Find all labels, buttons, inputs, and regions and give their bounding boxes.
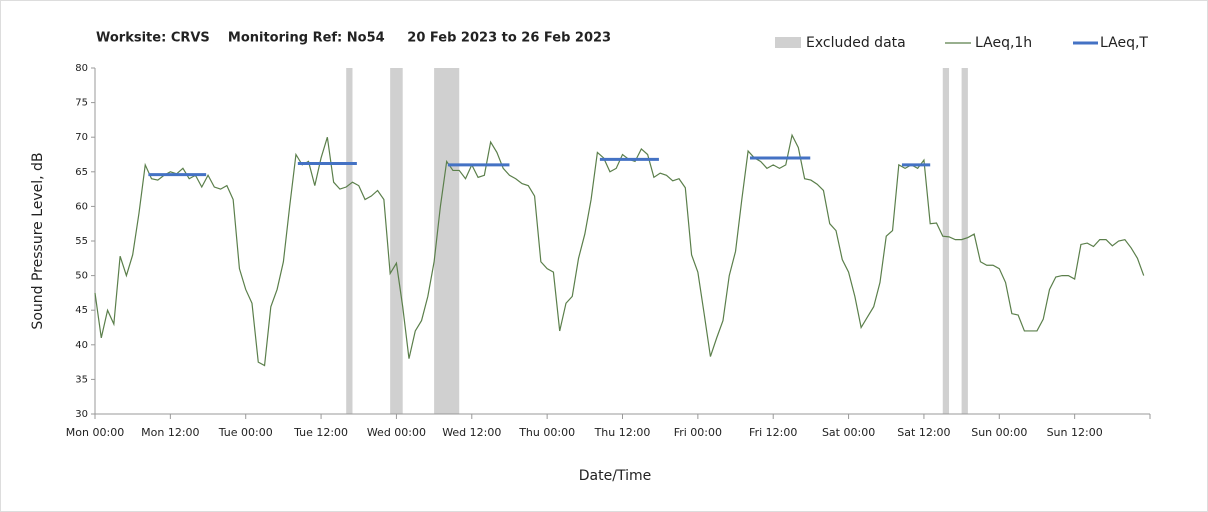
legend-label: Excluded data [806,35,906,51]
x-tick-label: Wed 12:00 [442,426,501,439]
excluded-band [942,68,950,414]
y-tick-label: 75 [75,98,88,109]
x-tick-label: Mon 00:00 [66,426,124,439]
x-axis-label: Date/Time [579,468,651,484]
excluded-band [434,68,460,414]
x-tick-label: Sun 00:00 [971,426,1027,439]
series-line [94,133,1145,367]
x-tick-label: Fri 12:00 [749,426,797,439]
y-axis-label: Sound Pressure Level, dB [30,152,46,329]
x-tick-label: Mon 12:00 [141,426,199,439]
y-tick-label: 30 [75,409,88,420]
x-tick-label: Sat 12:00 [897,426,950,439]
x-tick-label: Sun 12:00 [1047,426,1103,439]
excluded-band [346,68,353,414]
y-tick-label: 40 [75,340,88,351]
x-tick-label: Wed 00:00 [367,426,426,439]
x-tick-label: Sat 00:00 [822,426,875,439]
x-tick-label: Thu 12:00 [594,426,651,439]
y-tick-label: 50 [75,271,88,282]
legend-label: LAeq,1h [975,35,1032,51]
excluded-band [961,68,968,414]
chart-title: Worksite: CRVS Monitoring Ref: No54 20 F… [96,31,611,46]
x-tick-label: Tue 12:00 [293,426,348,439]
x-tick-label: Thu 00:00 [518,426,575,439]
y-tick-label: 65 [75,167,88,178]
legend-swatch [775,37,801,48]
excluded-band [390,68,403,414]
x-tick-label: Tue 00:00 [218,426,273,439]
x-tick-label: Fri 00:00 [674,426,722,439]
legend-label: LAeq,T [1100,35,1148,51]
y-tick-label: 35 [75,374,88,385]
y-tick-label: 60 [75,201,88,212]
y-tick-label: 80 [75,63,88,74]
y-tick-label: 55 [75,236,88,247]
y-tick-label: 70 [75,132,88,143]
y-tick-label: 45 [75,305,88,316]
